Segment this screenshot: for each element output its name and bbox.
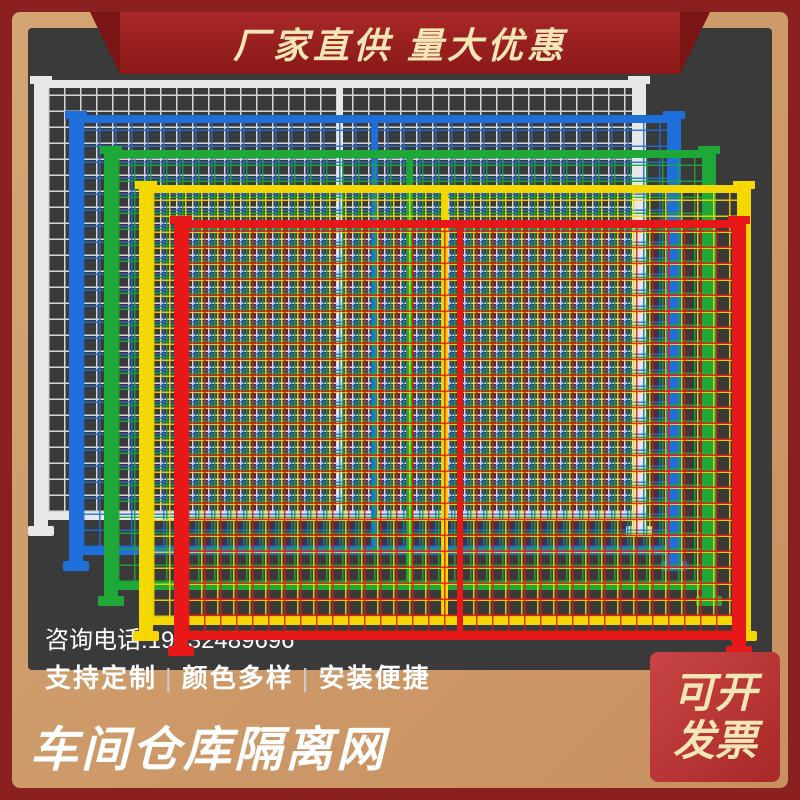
features-line: 支持定制|颜色多样|安装便捷 — [45, 658, 431, 695]
fence-display — [40, 80, 760, 650]
feature-3: 安装便捷 — [319, 663, 431, 693]
fence-red — [180, 220, 740, 640]
invoice-badge: 可开发票 — [650, 652, 780, 782]
main-title: 车间仓库隔离网 — [30, 710, 387, 780]
invoice-text: 可开发票 — [673, 669, 757, 766]
top-banner: 厂家直供 量大优惠 — [120, 12, 680, 74]
feature-1: 支持定制 — [45, 663, 157, 693]
banner-text: 厂家直供 量大优惠 — [233, 17, 567, 69]
feature-2: 颜色多样 — [182, 663, 294, 693]
